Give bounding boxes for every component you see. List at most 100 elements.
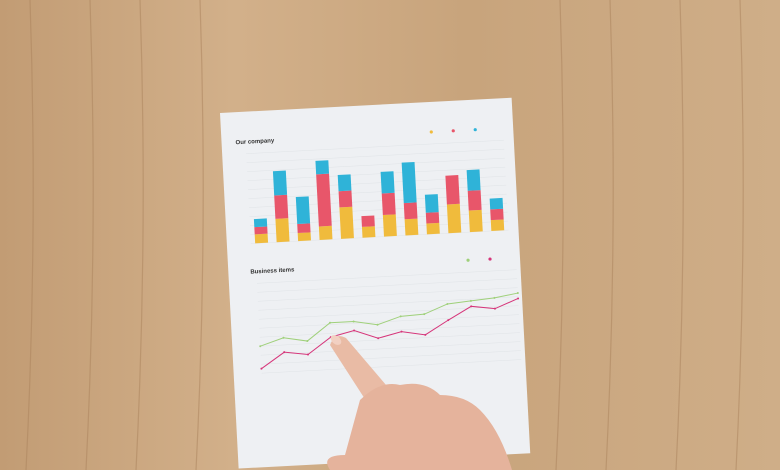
data-point [329, 321, 332, 324]
data-point [517, 297, 520, 300]
gridline [261, 359, 522, 374]
series-line [260, 292, 518, 347]
bar-chart-title: Our company [235, 138, 275, 146]
bar-segment [490, 208, 504, 221]
gridline [261, 350, 521, 365]
bar-segment [316, 173, 332, 227]
bar-segment [254, 233, 269, 244]
bar-segment [404, 218, 419, 236]
bar-segment [490, 219, 505, 231]
data-point [446, 302, 449, 305]
data-point [283, 351, 286, 354]
grain-line [555, 0, 564, 470]
line-chart [256, 257, 522, 374]
bar-segment [401, 161, 417, 204]
gridline [250, 229, 509, 244]
data-point [306, 340, 309, 343]
bar-segment [424, 194, 439, 213]
gridline [258, 296, 519, 311]
data-point [399, 315, 402, 318]
grain-line [25, 0, 34, 470]
bar-segment [339, 206, 354, 239]
bar-segment [297, 232, 311, 242]
bar-segment [318, 225, 333, 240]
line-chart-title: Business items [250, 267, 295, 275]
bar-segment [403, 202, 418, 220]
legend-marker [429, 130, 433, 134]
legend-marker [466, 258, 470, 262]
data-point [353, 329, 356, 332]
data-point [282, 336, 285, 339]
grain-line [605, 0, 614, 470]
gridline [259, 314, 519, 329]
bar-segment [382, 214, 397, 237]
legend-marker [451, 129, 455, 133]
gridline [256, 269, 517, 284]
bar-segment [467, 190, 482, 211]
data-point [447, 319, 450, 322]
gridline [246, 148, 505, 163]
data-point [260, 367, 263, 370]
bar-segment [380, 171, 395, 194]
bar-segment [466, 169, 481, 191]
data-point [423, 313, 426, 316]
grain-line [675, 0, 684, 470]
hand [327, 335, 512, 470]
data-point [516, 292, 519, 295]
bar-segment [381, 192, 396, 216]
bar-segment [446, 203, 462, 234]
data-point [493, 307, 496, 310]
data-point [376, 323, 379, 326]
gridline [258, 305, 519, 320]
wood-grain [25, 0, 744, 470]
gridline [259, 323, 520, 338]
bar-segment [361, 226, 376, 238]
legend-marker [488, 257, 492, 261]
gridline [247, 157, 505, 172]
fingernail [330, 335, 342, 345]
paper-sheet: Our company Business items [220, 97, 531, 469]
bar-segment [315, 160, 330, 175]
data-point [259, 345, 262, 348]
bar-segment [468, 209, 483, 233]
data-point [400, 330, 403, 333]
bar-segment [295, 196, 311, 225]
grain-line [135, 0, 144, 470]
gridline [257, 278, 518, 293]
bar-segment [274, 194, 289, 219]
bar-segment [338, 190, 353, 208]
bar-segment [426, 222, 440, 235]
gridline [248, 175, 506, 190]
palm [327, 383, 512, 470]
grain-line [735, 0, 744, 470]
bar-segment [489, 197, 504, 210]
gridline [247, 166, 506, 181]
bar-segment [425, 212, 440, 224]
gridline [248, 184, 507, 199]
data-point [470, 305, 473, 308]
bar-segment [445, 175, 460, 205]
gridline [260, 332, 520, 347]
data-point [352, 320, 355, 323]
gridline [257, 287, 518, 302]
bar-segment [254, 226, 268, 235]
legend-marker [473, 128, 477, 132]
bar-chart [246, 128, 509, 244]
series-line [261, 297, 519, 370]
gridline [246, 139, 504, 154]
gridline [248, 193, 507, 208]
bar-segment [361, 215, 375, 227]
grain-line [85, 0, 94, 470]
bar-segment [253, 218, 268, 228]
gridline [260, 341, 521, 356]
gridline [249, 211, 508, 226]
data-point [493, 296, 496, 299]
bar-segment [297, 223, 311, 233]
data-point [424, 333, 427, 336]
bar-segment [337, 174, 352, 192]
data-point [377, 337, 380, 340]
gridline [249, 202, 508, 217]
data-point [307, 353, 310, 356]
bar-segment [275, 218, 290, 243]
